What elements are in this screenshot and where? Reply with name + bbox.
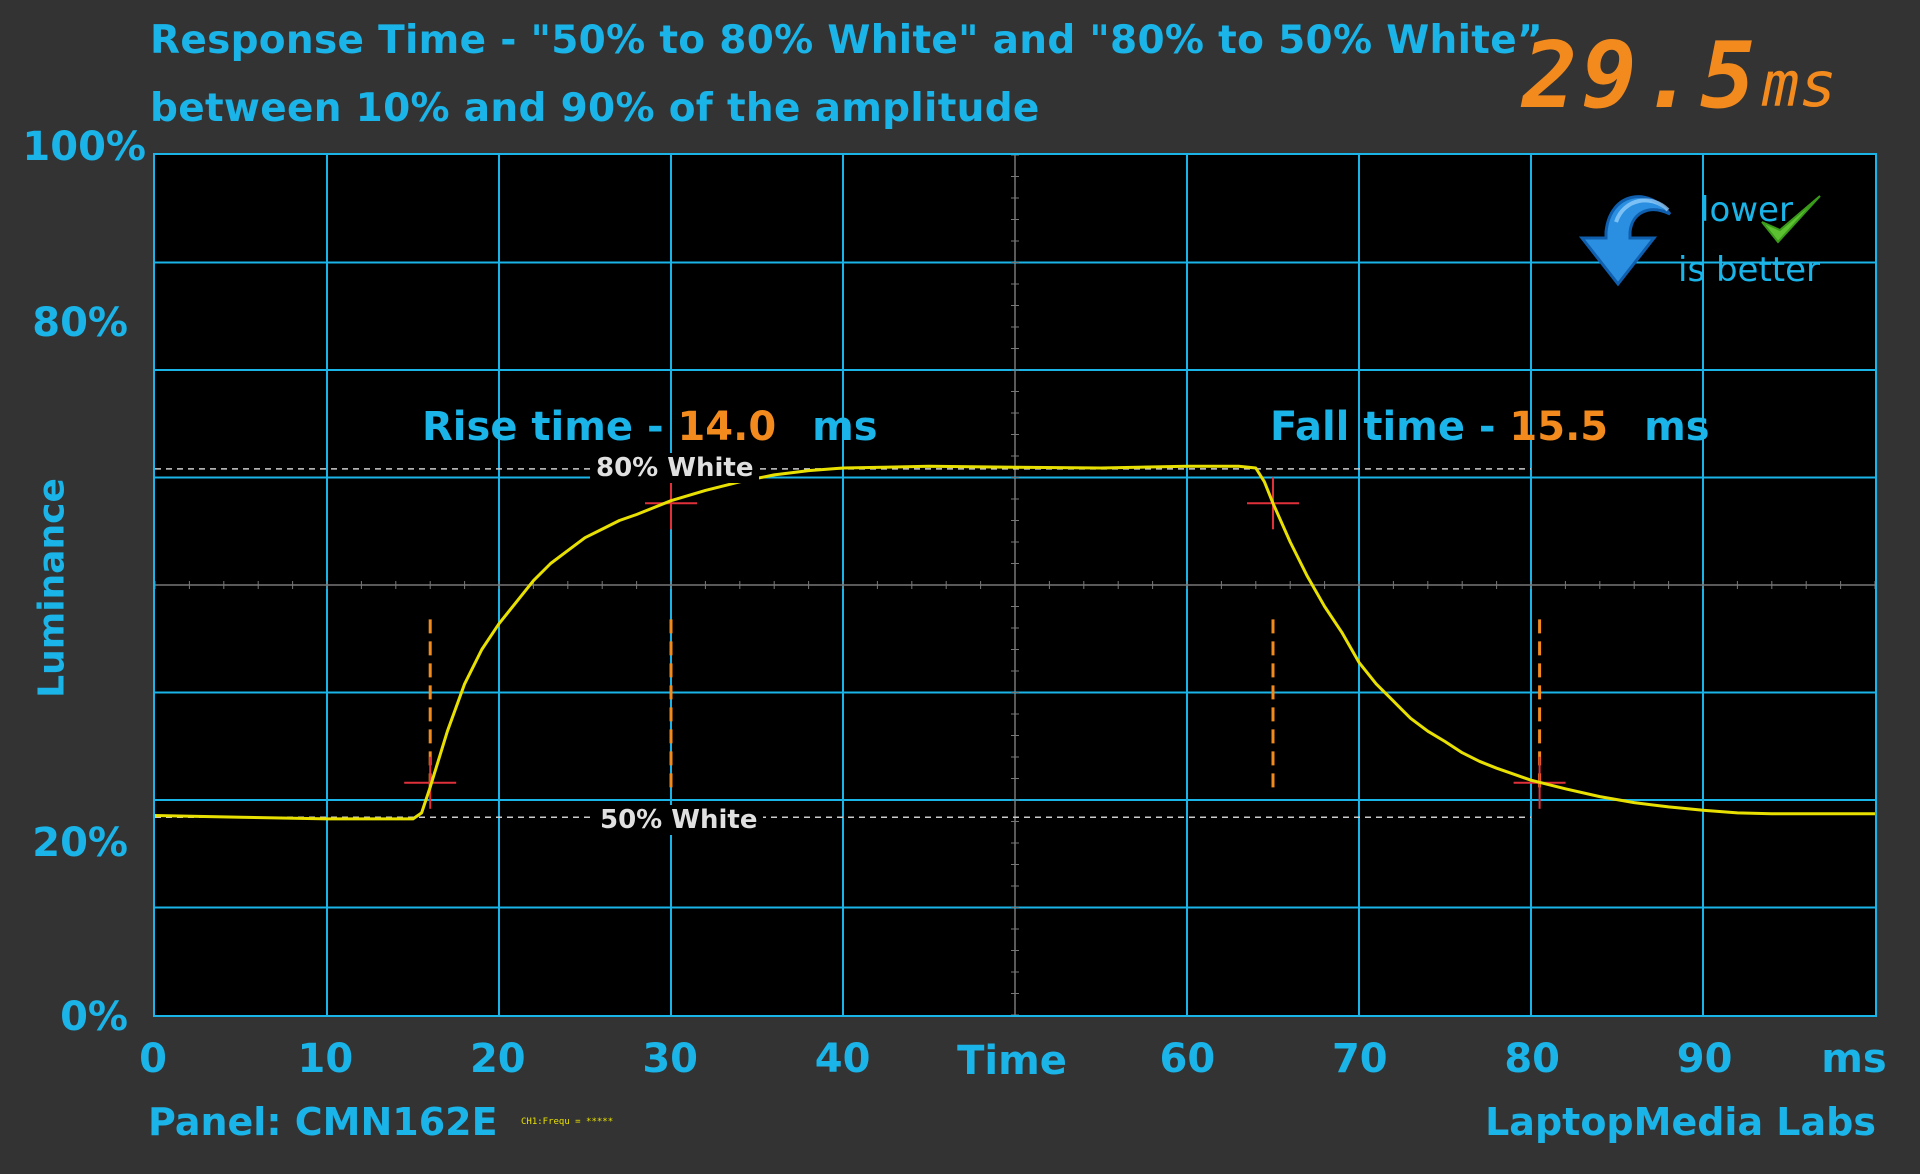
down-arrow-icon (1578, 195, 1672, 287)
y-tick-label: 20% (32, 820, 128, 866)
chart-subtitle: between 10% and 90% of the amplitude (150, 86, 1040, 131)
rise-time-unit: ms (812, 404, 878, 450)
total-response-value: 29.5 (1522, 22, 1760, 129)
y-tick-label: 80% (32, 300, 128, 346)
y-axis-label: Luminance (31, 478, 73, 698)
x-axis-unit: ms (1821, 1036, 1887, 1082)
level-label-80: 80% White (590, 453, 760, 483)
x-tick-label: 0 (139, 1036, 167, 1082)
chart-title: Response Time - "50% to 80% White" and "… (150, 18, 1543, 63)
x-axis-label: Time (957, 1038, 1067, 1084)
fall-time-value: 15.5 (1509, 404, 1609, 450)
panel-label: Panel: CMN162E (148, 1100, 498, 1144)
plot-area: CH1:Frequ = ***** (153, 153, 1877, 1127)
y-tick-label: 100% (22, 124, 146, 170)
x-tick-label: 10 (297, 1036, 354, 1082)
total-response-unit: ms (1762, 48, 1837, 121)
trace-line (155, 464, 1875, 821)
fall-time-label: Fall time - (1270, 404, 1510, 450)
checkmark-icon (1761, 195, 1821, 244)
y-tick-label: 0% (60, 994, 128, 1040)
x-tick-label: 60 (1159, 1036, 1216, 1082)
chart-canvas (155, 155, 1875, 1015)
fall-time-readout: Fall time - 15.5 ms (1270, 404, 1710, 450)
brand-label: LaptopMedia Labs (1485, 1100, 1876, 1144)
channel-readout: CH1:Frequ = ***** (521, 1117, 614, 1127)
x-tick-label: 20 (469, 1036, 526, 1082)
level-label-50: 50% White (594, 805, 764, 835)
x-tick-label: 40 (814, 1036, 871, 1082)
x-tick-label: 30 (642, 1036, 699, 1082)
badge-line1: lower (1700, 190, 1793, 230)
badge-line2: is better (1678, 250, 1821, 290)
fall-time-unit: ms (1644, 404, 1710, 450)
lower-is-better-badge: lower is better (1570, 180, 1830, 300)
x-tick-label: 90 (1676, 1036, 1733, 1082)
rise-time-value: 14.0 (677, 404, 777, 450)
x-tick-label: 70 (1331, 1036, 1388, 1082)
x-tick-label: 80 (1504, 1036, 1561, 1082)
rise-time-label: Rise time - (422, 404, 678, 450)
rise-time-readout: Rise time - 14.0 ms (422, 404, 878, 450)
